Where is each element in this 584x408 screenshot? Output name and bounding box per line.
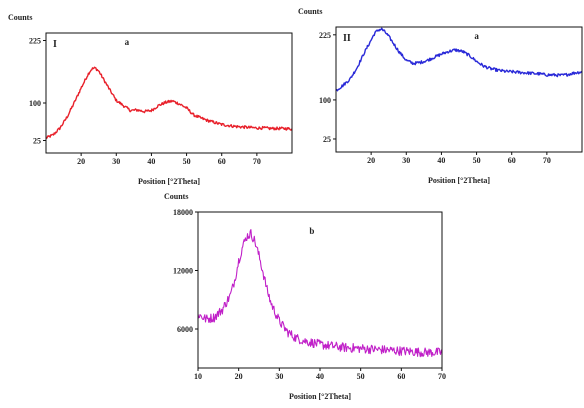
plot-frame: [45, 32, 293, 154]
x-tick-label: 40: [316, 372, 324, 381]
x-tick-label: 60: [218, 157, 226, 166]
y-tick-label: 225: [319, 31, 331, 40]
x-axis-label: Position [°2Theta]: [289, 392, 351, 401]
y-tick-label: 100: [29, 99, 41, 108]
y-axis-label: Counts: [298, 7, 322, 16]
x-tick-label: 70: [253, 157, 261, 166]
y-axis-label: Counts: [164, 192, 188, 201]
x-tick-label: 20: [77, 157, 85, 166]
y-tick-label: 18000: [173, 208, 193, 217]
plot-frame: [335, 26, 583, 153]
x-tick-label: 30: [275, 372, 283, 381]
y-tick-label: 100: [319, 96, 331, 105]
x-tick-label: 50: [473, 156, 481, 165]
x-tick-label: 20: [367, 156, 375, 165]
y-tick-label: 12000: [173, 267, 193, 276]
panel-annotation: b: [309, 226, 314, 236]
series-line: [335, 27, 583, 92]
x-tick-label: 30: [112, 157, 120, 166]
y-axis-label: Counts: [8, 13, 32, 22]
panel-annotation: a: [125, 37, 130, 47]
x-tick-label: 40: [147, 157, 155, 166]
x-tick-label: 70: [543, 156, 551, 165]
y-tick-label: 6000: [177, 325, 193, 334]
panel-label: I: [53, 39, 57, 50]
chart-panel-3: 10 20 30 40 50 60 70 6000 12000 18000 Counts Positi…: [164, 192, 446, 401]
panel-annotation: a: [474, 31, 479, 41]
x-tick-label: 50: [183, 157, 191, 166]
x-tick-label: 60: [397, 372, 405, 381]
chart-panel-1: 20 30 40 50 60 70 25 100 225 Counts Position [°2Th…: [8, 13, 293, 186]
series-line: [45, 66, 293, 139]
x-axis-label: Position [°2Theta]: [428, 176, 490, 185]
x-tick-label: 30: [402, 156, 410, 165]
y-tick-label: 25: [33, 137, 41, 146]
plot-frame: [197, 211, 443, 369]
x-tick-label: 50: [357, 372, 365, 381]
x-tick-label: 20: [235, 372, 243, 381]
chart-panel-2: 20 30 40 50 60 70 25 100 225 Counts Position [°2Th…: [298, 7, 583, 185]
x-tick-label: 70: [438, 372, 446, 381]
x-axis-label: Position [°2Theta]: [138, 177, 200, 186]
x-tick-label: 40: [437, 156, 445, 165]
y-tick-label: 225: [29, 37, 41, 46]
x-tick-label: 60: [508, 156, 516, 165]
y-tick-label: 25: [323, 135, 331, 144]
series-line: [197, 229, 443, 358]
panel-label: II: [343, 33, 351, 44]
x-tick-label: 10: [194, 372, 202, 381]
